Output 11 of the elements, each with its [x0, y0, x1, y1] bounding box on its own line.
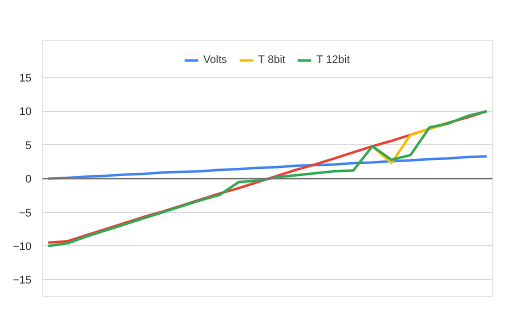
legend-label: T 12bit [316, 54, 350, 66]
line-series [46, 155, 488, 180]
y-tick-label: −10 [12, 240, 32, 253]
y-tick-label: 5 [25, 140, 32, 152]
legend-label: T 8bit [258, 54, 286, 66]
y-tick-label: 10 [19, 106, 32, 118]
y-tick-label: 0 [25, 174, 32, 186]
y-tick-label: −15 [12, 274, 32, 287]
y-tick-label: 15 [19, 72, 32, 85]
y-tick-label: −5 [18, 207, 32, 220]
legend-label: Volts [203, 54, 228, 66]
